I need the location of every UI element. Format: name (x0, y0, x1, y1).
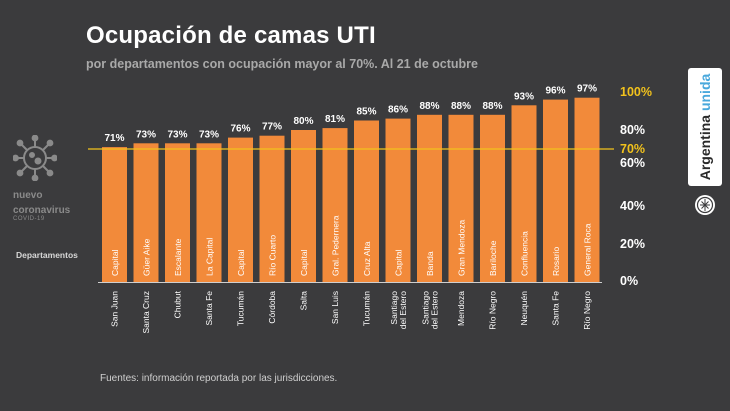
province-label: Santa Fe (551, 291, 561, 326)
bar-value-label: 81% (325, 114, 345, 125)
province-label: Tucumán (236, 291, 246, 326)
province-label: Santiagodel Estero (389, 291, 408, 330)
bar (574, 97, 600, 282)
province-label: Mendoza (456, 291, 466, 326)
bar-value-label: 93% (514, 91, 534, 102)
bar-category-label: Escalante (173, 238, 183, 276)
bar (102, 147, 127, 282)
bar-category-label: Gral. Pedernera (331, 215, 341, 276)
bar-value-label: 71% (104, 133, 124, 144)
logo-word-unida: unida (697, 73, 713, 112)
bar-value-label: 85% (356, 107, 376, 118)
bar-category-label: Capital (236, 249, 246, 276)
bar (511, 105, 537, 282)
bar-value-label: 73% (136, 129, 156, 140)
bar-category-label: Güer Aike (142, 238, 152, 276)
virus-icon (12, 134, 58, 182)
bar-value-label: 96% (545, 86, 565, 97)
province-label: San Juan (110, 291, 120, 327)
bar-value-label: 73% (167, 129, 187, 140)
bar-category-label: Capital (394, 249, 404, 276)
y-tick-label: 100% (620, 85, 652, 99)
logo-wordmark: Argentina unida (697, 74, 713, 181)
bar-value-label: 86% (388, 105, 408, 116)
bar (322, 128, 348, 282)
y-tick-label: 40% (620, 199, 645, 213)
bar-category-label: La Capital (205, 238, 215, 276)
bar (417, 114, 442, 282)
province-label: Río Negro (488, 291, 498, 330)
bar-category-label: Capital (110, 249, 120, 276)
bar-category-label: Gran Mendoza (457, 220, 467, 276)
province-label: Córdoba (267, 291, 277, 324)
bar (133, 143, 159, 282)
y-tick-label: 80% (620, 123, 645, 137)
covid-brand: nuevo coronavirus COVID-19 (12, 134, 73, 222)
bar (543, 99, 568, 282)
province-label: Neuquén (519, 291, 529, 326)
province-label: Santa Cruz (141, 291, 151, 334)
bar-value-label: 97% (577, 84, 597, 95)
bar-value-label: 80% (293, 116, 313, 127)
campaign-line1: nuevo (13, 190, 43, 201)
source-note: Fuentes: información reportada por las j… (100, 373, 338, 384)
argentina-unida-logo: Argentina unida (688, 68, 722, 186)
bar-category-label: Río Cuarto (268, 235, 278, 276)
bar-category-label: Banda (425, 251, 435, 276)
bar-value-label: 88% (419, 101, 439, 112)
bar-category-label: Rosario (551, 246, 561, 276)
campaign-tag: COVID-19 (13, 216, 45, 222)
chart-title: Ocupación de camas UTI (86, 22, 376, 49)
province-label: Tucumán (362, 291, 372, 326)
x-axis-title: Departamentos (16, 250, 78, 260)
y-tick-label: 0% (620, 274, 638, 288)
bar-value-label: 88% (451, 101, 471, 112)
province-label: Santiagodel Estero (421, 291, 440, 330)
campaign-line2: coronavirus (13, 205, 71, 216)
bar (165, 143, 190, 282)
bar (448, 114, 474, 282)
bar-category-label: General Roca (583, 223, 593, 276)
bar (259, 135, 285, 282)
bar-category-label: Confluencia (520, 231, 530, 276)
bar-value-label: 88% (482, 101, 502, 112)
bar (480, 114, 505, 282)
province-label: Río Negro (582, 291, 592, 330)
bar-value-label: 77% (262, 122, 282, 133)
national-seal-icon (694, 194, 716, 221)
province-label: San Luis (330, 291, 340, 324)
bar-category-label: Capital (299, 249, 309, 276)
province-label: Chubut (173, 290, 183, 318)
bar (228, 137, 253, 282)
chart-subtitle: por departamentos con ocupación mayor al… (86, 57, 478, 71)
bar (196, 143, 222, 282)
bar (385, 118, 411, 282)
bar-value-label: 76% (230, 124, 250, 135)
y-tick-label: 60% (620, 156, 645, 170)
province-label: Santa Fe (204, 291, 214, 326)
bar (354, 120, 379, 282)
province-label: Salta (299, 291, 309, 311)
y-tick-label: 70% (620, 142, 645, 156)
bar-category-label: Bariloche (488, 240, 498, 276)
logo-word-argentina: Argentina (697, 114, 713, 181)
y-tick-label: 20% (620, 237, 645, 251)
bar-category-label: Cruz Alta (362, 241, 372, 276)
bar-value-label: 73% (199, 129, 219, 140)
bar (291, 130, 316, 282)
